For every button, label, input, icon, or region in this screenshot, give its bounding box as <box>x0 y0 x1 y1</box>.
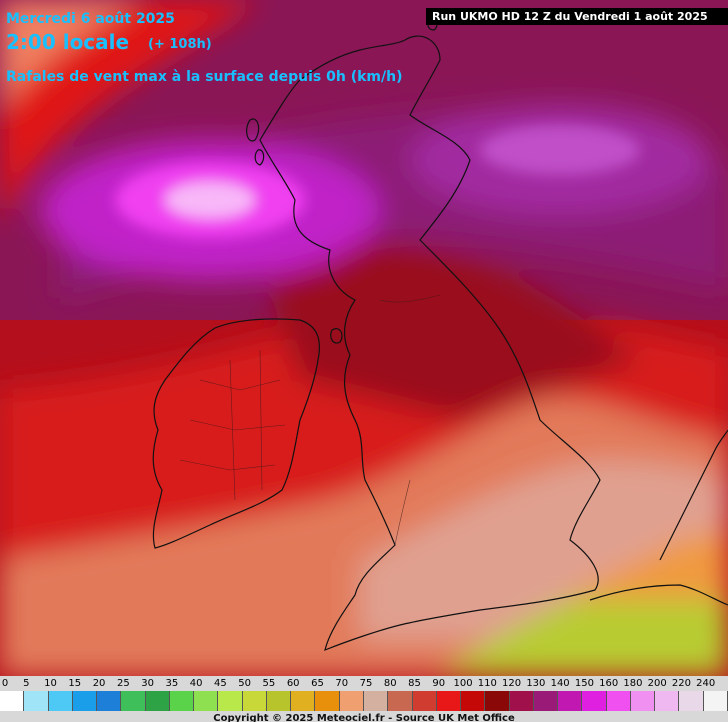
legend-swatch <box>218 691 243 711</box>
legend-swatch <box>606 691 631 711</box>
forecast-date: Mercredi 6 août 2025 <box>6 11 175 27</box>
legend-label: 160 <box>599 678 619 689</box>
field-nw-red <box>0 0 260 230</box>
legend-swatch <box>388 691 413 711</box>
legend-label: 60 <box>286 678 300 689</box>
legend-bar <box>0 691 728 711</box>
legend-label: 20 <box>92 678 106 689</box>
legend-swatch <box>436 691 462 711</box>
legend-swatch <box>24 691 49 711</box>
legend-label: 75 <box>359 678 373 689</box>
legend-swatch <box>266 691 292 711</box>
legend-label: 100 <box>453 678 473 689</box>
legend-label: 80 <box>383 678 397 689</box>
legend-swatch <box>194 691 219 711</box>
wales-border <box>394 479 411 546</box>
copyright-notice: Copyright © 2025 Meteociel.fr - Source U… <box>213 713 515 722</box>
legend-swatch <box>655 691 680 711</box>
legend-swatch <box>363 691 389 711</box>
legend-swatch <box>48 691 73 711</box>
legend-swatch <box>558 691 583 711</box>
legend-label: 85 <box>408 678 421 689</box>
legend-swatch <box>485 691 510 711</box>
forecast-time: 2:00 locale <box>6 30 130 54</box>
admin-borders <box>179 294 441 546</box>
legend-label: 5 <box>23 678 30 689</box>
france-coast <box>589 584 728 606</box>
field-nw-salmon <box>0 0 140 110</box>
legend-label: 110 <box>477 678 497 689</box>
legend-label: 65 <box>311 678 324 689</box>
field-lilac <box>480 125 640 175</box>
belgium-netherlands-coast <box>659 429 728 561</box>
legend-swatch <box>97 691 122 711</box>
legend-swatch <box>533 691 559 711</box>
legend-swatch <box>412 691 437 711</box>
legend-label: 50 <box>238 678 252 689</box>
legend-swatch <box>291 691 316 711</box>
legend-label: 140 <box>550 678 570 689</box>
legend-swatch <box>315 691 340 711</box>
color-legend: 0 5 10 15 20 25 30 35 40 45 50 55 60 65 70 75 80 85 90 100 1… <box>0 676 728 722</box>
legend-label: 30 <box>141 678 154 689</box>
legend-swatch <box>145 691 170 711</box>
legend-swatch <box>121 691 146 711</box>
legend-label: 70 <box>335 678 349 689</box>
hebrides <box>246 118 265 166</box>
legend-label: 200 <box>647 678 667 689</box>
legend-label: 45 <box>214 678 227 689</box>
legend-swatch <box>339 691 364 711</box>
coastlines <box>152 18 728 651</box>
legend-label: 90 <box>432 678 446 689</box>
legend-label: 25 <box>116 678 130 689</box>
field-orange-se <box>560 530 728 600</box>
legend-swatch <box>703 691 728 711</box>
wind-gust-map <box>0 0 728 676</box>
legend-label: 55 <box>262 678 276 689</box>
legend-label: 150 <box>574 678 594 689</box>
legend-swatch <box>461 691 486 711</box>
legend-labels: 0 5 10 15 20 25 30 35 40 45 50 55 60 65 70 75 80 85 90 100 1… <box>0 676 728 691</box>
isle-of-man <box>330 328 343 344</box>
legend-label: 220 <box>671 678 691 689</box>
legend-label: 40 <box>189 678 203 689</box>
legend-swatch <box>630 691 656 711</box>
legend-swatch <box>72 691 98 711</box>
legend-swatch <box>582 691 607 711</box>
forecast-lead-time: (+ 108h) <box>148 37 212 52</box>
great-britain-coast <box>259 35 601 651</box>
field-pink-core <box>165 182 255 218</box>
legend-label: 15 <box>68 678 82 689</box>
ireland-coast <box>152 318 321 549</box>
map-description: Rafales de vent max à la surface depuis … <box>6 69 403 85</box>
legend-swatch <box>679 691 704 711</box>
legend-swatch <box>169 691 195 711</box>
legend-label: 180 <box>623 678 643 689</box>
legend-label: 240 <box>696 678 716 689</box>
legend-swatch <box>509 691 534 711</box>
legend-label: 10 <box>44 678 57 689</box>
field-dark-red <box>260 241 640 420</box>
legend-label: 120 <box>502 678 522 689</box>
ireland-counties <box>179 349 286 501</box>
legend-label: 130 <box>526 678 546 689</box>
legend-label: 0 <box>1 678 9 689</box>
scotland-england-border <box>379 294 441 303</box>
legend-swatch <box>0 691 25 711</box>
model-run-label: Run UKMO HD 12 Z du Vendredi 1 août 2025 <box>426 8 728 25</box>
legend-swatch <box>242 691 267 711</box>
legend-label: 35 <box>165 678 179 689</box>
